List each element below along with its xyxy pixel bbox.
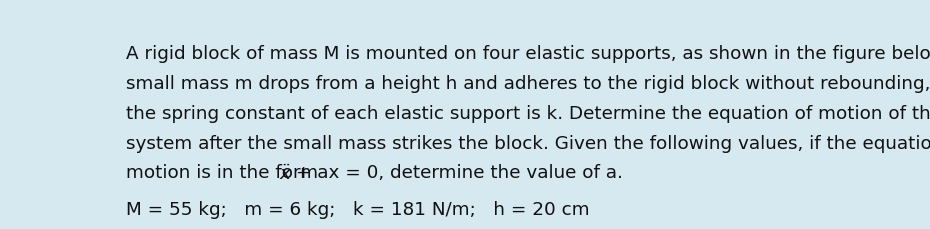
Text: M = 55 kg;   m = 6 kg;   k = 181 N/m;   h = 20 cm: M = 55 kg; m = 6 kg; k = 181 N/m; h = 20… <box>126 200 590 218</box>
Text: + ax = 0, determine the value of a.: + ax = 0, determine the value of a. <box>289 164 622 182</box>
Text: the spring constant of each elastic support is k. Determine the equation of moti: the spring constant of each elastic supp… <box>126 104 930 122</box>
Text: system after the small mass strikes the block. Given the following values, if th: system after the small mass strikes the … <box>126 134 930 152</box>
Text: $\ddot{x}$: $\ddot{x}$ <box>279 164 293 183</box>
Text: small mass m drops from a height h and adheres to the rigid block without reboun: small mass m drops from a height h and a… <box>126 75 930 93</box>
Text: A rigid block of mass M is mounted on four elastic supports, as shown in the fig: A rigid block of mass M is mounted on fo… <box>126 45 930 63</box>
Text: motion is in the form: motion is in the form <box>126 164 324 182</box>
